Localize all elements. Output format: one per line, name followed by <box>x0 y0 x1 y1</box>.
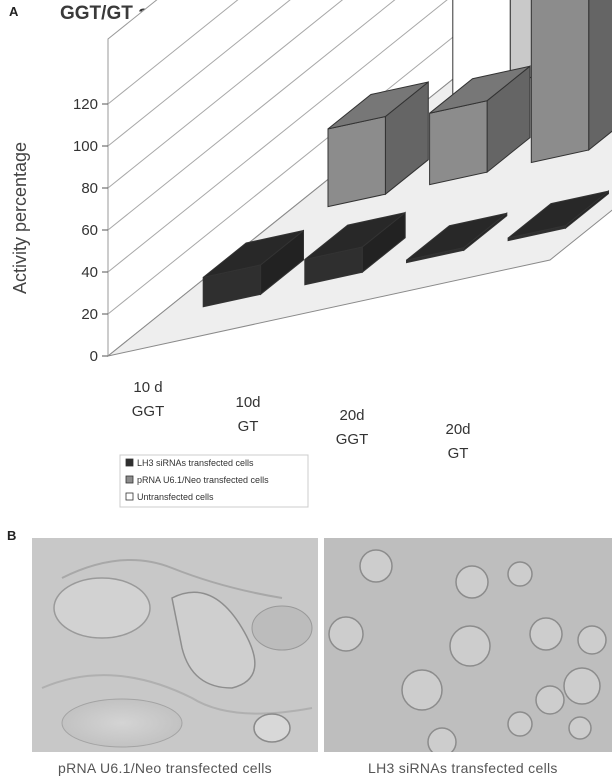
y-axis-label: Activity percentage <box>10 142 30 294</box>
bar-prna-u6-1-neo-transfected-cells-0 <box>327 80 429 208</box>
bar-lh3-sirnas-transfected-cells-0-top <box>202 230 304 278</box>
legend-swatch-0 <box>125 458 134 467</box>
gridline-100 <box>107 0 291 147</box>
category-label-2-line-1: GGT <box>336 431 369 448</box>
y-tick-label-80: 80 <box>81 180 98 197</box>
y-tick-label-60: 60 <box>81 222 98 239</box>
y-tick-label-0: 0 <box>90 348 98 365</box>
micrograph-prna-image <box>32 538 318 752</box>
bar-prna-u6-1-neo-transfected-cells-2-side <box>588 0 612 152</box>
category-label-3-line-1: GT <box>448 445 469 462</box>
category-label-2-line-0: 20d <box>339 407 364 424</box>
micrograph-lh3-image <box>324 538 612 752</box>
legend-swatch-1 <box>125 475 134 484</box>
bar-lh3-sirnas-transfected-cells-1 <box>304 211 406 286</box>
category-label-1-line-1: GT <box>238 418 259 435</box>
legend-swatch-2 <box>125 492 134 501</box>
micrograph-lh3-caption: LH3 siRNAs transfected cells <box>368 760 558 776</box>
bar-lh3-sirnas-transfected-cells-3 <box>507 190 609 242</box>
legend-box <box>119 454 309 508</box>
legend-label-0: LH3 siRNAs transfected cells <box>137 458 254 468</box>
micrograph-prna-cells <box>32 538 318 752</box>
bar-lh3-sirnas-transfected-cells-3-top <box>507 190 609 239</box>
panel-b-label: B <box>7 528 17 543</box>
y-tick-label-120: 120 <box>73 96 98 113</box>
category-label-0-line-1: GGT <box>132 403 165 420</box>
bar-prna-u6-1-neo-transfected-cells-2 <box>530 0 612 164</box>
bar-lh3-sirnas-transfected-cells-0 <box>202 229 304 308</box>
category-label-0-line-0: 10 d <box>133 379 162 396</box>
y-tick-label-100: 100 <box>73 138 98 155</box>
gridline-80 <box>107 0 344 189</box>
panel-a-label: A <box>9 4 19 19</box>
gridline-40 <box>107 0 448 273</box>
bar-lh3-sirnas-transfected-cells-1-top <box>304 212 406 260</box>
bar-prna-u6-1-neo-transfected-cells-2-front <box>530 0 590 164</box>
category-label-3-line-0: 20d <box>445 421 470 438</box>
y-tick-label-20: 20 <box>81 306 98 323</box>
micrograph-lh3-cells <box>324 538 612 752</box>
micrograph-prna-caption: pRNA U6.1/Neo transfected cells <box>58 760 272 776</box>
bar-chart-3d: 0 20 40 60 80 100 120 Activity percentage 10 d GG… <box>10 0 612 508</box>
legend-label-1: pRNA U6.1/Neo transfected cells <box>137 475 269 485</box>
category-label-1-line-0: 10d <box>235 394 260 411</box>
gridline-60 <box>107 0 396 231</box>
y-tick-label-40: 40 <box>81 264 98 281</box>
bar-prna-u6-1-neo-transfected-cells-1-front <box>429 100 488 186</box>
bar-prna-u6-1-neo-transfected-cells-1-top <box>429 65 531 114</box>
bar-prna-u6-1-neo-transfected-cells-0-front <box>327 115 386 208</box>
bar-prna-u6-1-neo-transfected-cells-1 <box>429 65 531 186</box>
legend-label-2: Untransfected cells <box>137 492 214 502</box>
bar-lh3-sirnas-transfected-cells-2 <box>406 212 508 264</box>
bar-prna-u6-1-neo-transfected-cells-0-top <box>327 81 429 130</box>
bar-lh3-sirnas-transfected-cells-2-top <box>406 212 508 261</box>
